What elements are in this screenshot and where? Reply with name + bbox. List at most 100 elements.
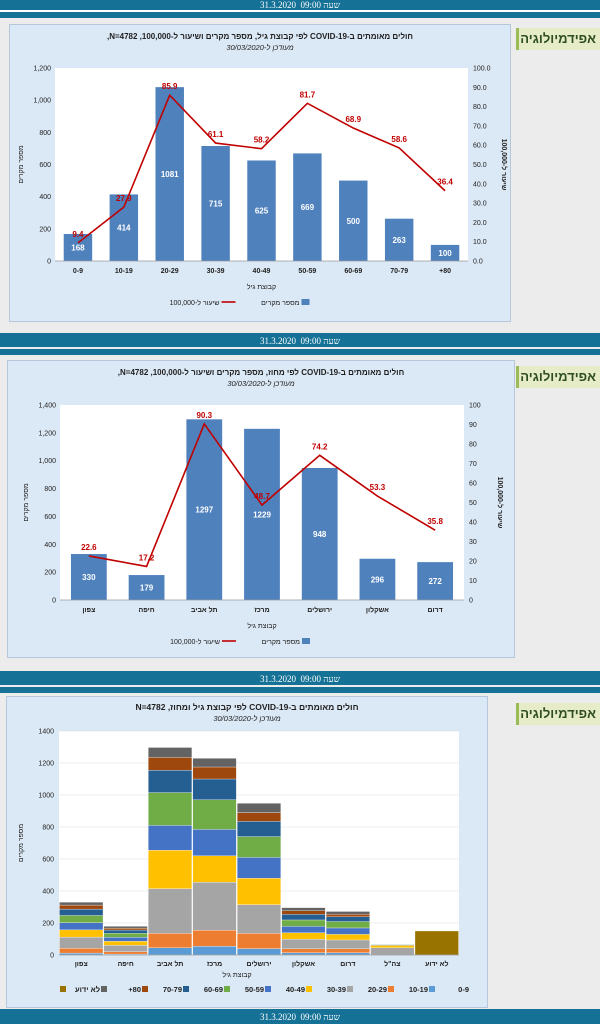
x-tick-label: דרום <box>428 607 443 614</box>
bar-value-label: 296 <box>371 575 385 584</box>
chart-panel-district: חולים מאומתים ב-COVID-19 לפי מחוז, מספר … <box>7 360 515 658</box>
legend-swatch <box>429 986 435 992</box>
stacked-bar-segment <box>192 829 237 856</box>
x-tick-label: 20-29 <box>161 268 179 275</box>
side-tab-epidemiology-1[interactable]: אפידמיולוגיה <box>516 28 600 50</box>
y-tick-label: 1,000 <box>33 98 51 105</box>
legend-label: 20-29 <box>368 985 387 994</box>
y-axis-label: מספר מקרים <box>23 483 30 522</box>
rate-value-label: 22.6 <box>81 543 97 552</box>
rate-value-label: 58.6 <box>391 135 407 144</box>
stacked-bar-segment <box>103 929 148 934</box>
time-label: שעה <box>323 0 340 10</box>
y2-tick-label: 0 <box>469 598 473 605</box>
y-tick-label: 600 <box>39 162 51 169</box>
rate-value-label: 48.7 <box>254 492 270 501</box>
y-tick-label: 200 <box>42 921 54 928</box>
stacked-bar-segment <box>103 933 148 938</box>
rate-value-label: 53.3 <box>370 483 386 492</box>
legend-label-line: שיעור ל-100,000 <box>170 638 220 646</box>
stacked-bar-segment <box>192 882 237 931</box>
header-band-2 <box>0 333 600 347</box>
time-label: שעה <box>323 1012 340 1022</box>
x-tick-label: 60-69 <box>344 268 362 275</box>
y-tick-label: 1,400 <box>38 403 56 410</box>
legend-label: 40-49 <box>286 985 305 994</box>
rate-value-label: 90.3 <box>196 411 212 420</box>
x-tick-label: אשקלון <box>366 606 389 614</box>
x-tick-label: חיפה <box>138 607 154 614</box>
stacked-bar-segment <box>192 946 237 956</box>
stacked-bar-segment <box>59 902 104 906</box>
stacked-bar-segment <box>148 947 193 956</box>
stacked-bar-segment <box>103 951 148 955</box>
legend-swatch <box>183 986 189 992</box>
y-tick-label: 600 <box>42 857 54 864</box>
x-tick-label: צפון <box>82 607 95 614</box>
y2-tick-label: 30.0 <box>473 201 487 208</box>
stacked-bar-segment <box>148 825 193 851</box>
y2-tick-label: 50 <box>469 500 477 507</box>
legend-label-bars: מספר מקרים <box>261 300 300 307</box>
bar <box>384 218 414 261</box>
x-tick-label: צפון <box>75 961 88 968</box>
x-tick-label: 70-79 <box>390 268 408 275</box>
y2-tick-label: 60 <box>469 481 477 488</box>
stacked-bar-segment <box>237 878 281 905</box>
bar <box>70 554 107 600</box>
bar <box>293 153 322 261</box>
stacked-bar-segment <box>59 948 104 954</box>
legend-label: 50-59 <box>245 985 264 994</box>
y-tick-label: 1,000 <box>38 458 56 465</box>
y2-tick-label: 20 <box>469 559 477 566</box>
time-label: שעה <box>323 674 340 684</box>
x-tick-label: חיפה <box>118 961 134 968</box>
header-datetime-2: 31.3.2020 09:00 שעה <box>0 336 600 347</box>
bar <box>63 233 93 261</box>
bar-value-label: 1081 <box>161 170 179 179</box>
stacked-bar-segment <box>192 766 237 780</box>
chart-subtitle: מעודכן ל-30/03/2020 <box>227 379 294 388</box>
x-tick-label: 30-39 <box>207 268 225 275</box>
x-tick-label: מרכז <box>207 961 222 968</box>
legend-swatch-bars <box>301 299 310 305</box>
legend-label: לא ידוע <box>75 985 100 994</box>
side-tab-epidemiology-3[interactable]: אפידמיולוגיה <box>516 703 600 725</box>
x-tick-label: 0-9 <box>73 268 83 275</box>
chart-panel-age: חולים מאומתים ב-COVID-19 לפי קבוצת גיל, … <box>9 24 511 322</box>
y-tick-label: 800 <box>44 486 56 493</box>
stacked-bar-segment <box>103 926 148 929</box>
side-tab-epidemiology-2[interactable]: אפידמיולוגיה <box>516 366 600 388</box>
legend-label: 60-69 <box>204 985 223 994</box>
bar <box>339 180 368 261</box>
bar <box>247 160 276 261</box>
date-text: 31.3.2020 <box>260 674 297 684</box>
x-tick-label: 50-59 <box>298 268 316 275</box>
bar <box>128 575 165 600</box>
chart-age-group: חולים מאומתים ב-COVID-19 לפי קבוצת גיל, … <box>18 32 508 307</box>
legend-label: 70-79 <box>163 985 182 994</box>
legend-swatch <box>388 986 394 992</box>
y-axis-label: מספר מקרים <box>18 145 25 184</box>
y2-tick-label: 70.0 <box>473 123 487 130</box>
y2-tick-label: 90.0 <box>473 85 487 92</box>
bar <box>244 428 280 600</box>
stacked-bar-segment <box>237 812 281 822</box>
chart-title: חולים מאומתים ב-COVID-19 לפי קבוצת גיל ו… <box>135 702 358 712</box>
stacked-bar-segment <box>103 941 148 946</box>
bar-value-label: 100 <box>438 249 452 258</box>
rate-value-label: 36.4 <box>437 178 453 187</box>
y2-tick-label: 90 <box>469 422 477 429</box>
x-axis-label: קבוצת גיל <box>222 971 251 979</box>
x-tick-label: אשקלון <box>292 960 315 968</box>
stacked-bar-segment <box>281 910 326 915</box>
bar-value-label: 179 <box>140 584 154 593</box>
y-tick-label: 1200 <box>38 761 54 768</box>
x-tick-label: +80 <box>439 268 451 275</box>
y-tick-label: 400 <box>44 542 56 549</box>
legend-swatch <box>347 986 353 992</box>
y-tick-label: 400 <box>39 194 51 201</box>
legend-swatch <box>306 986 312 992</box>
y2-tick-label: 50.0 <box>473 162 487 169</box>
rate-value-label: 74.2 <box>312 442 328 451</box>
